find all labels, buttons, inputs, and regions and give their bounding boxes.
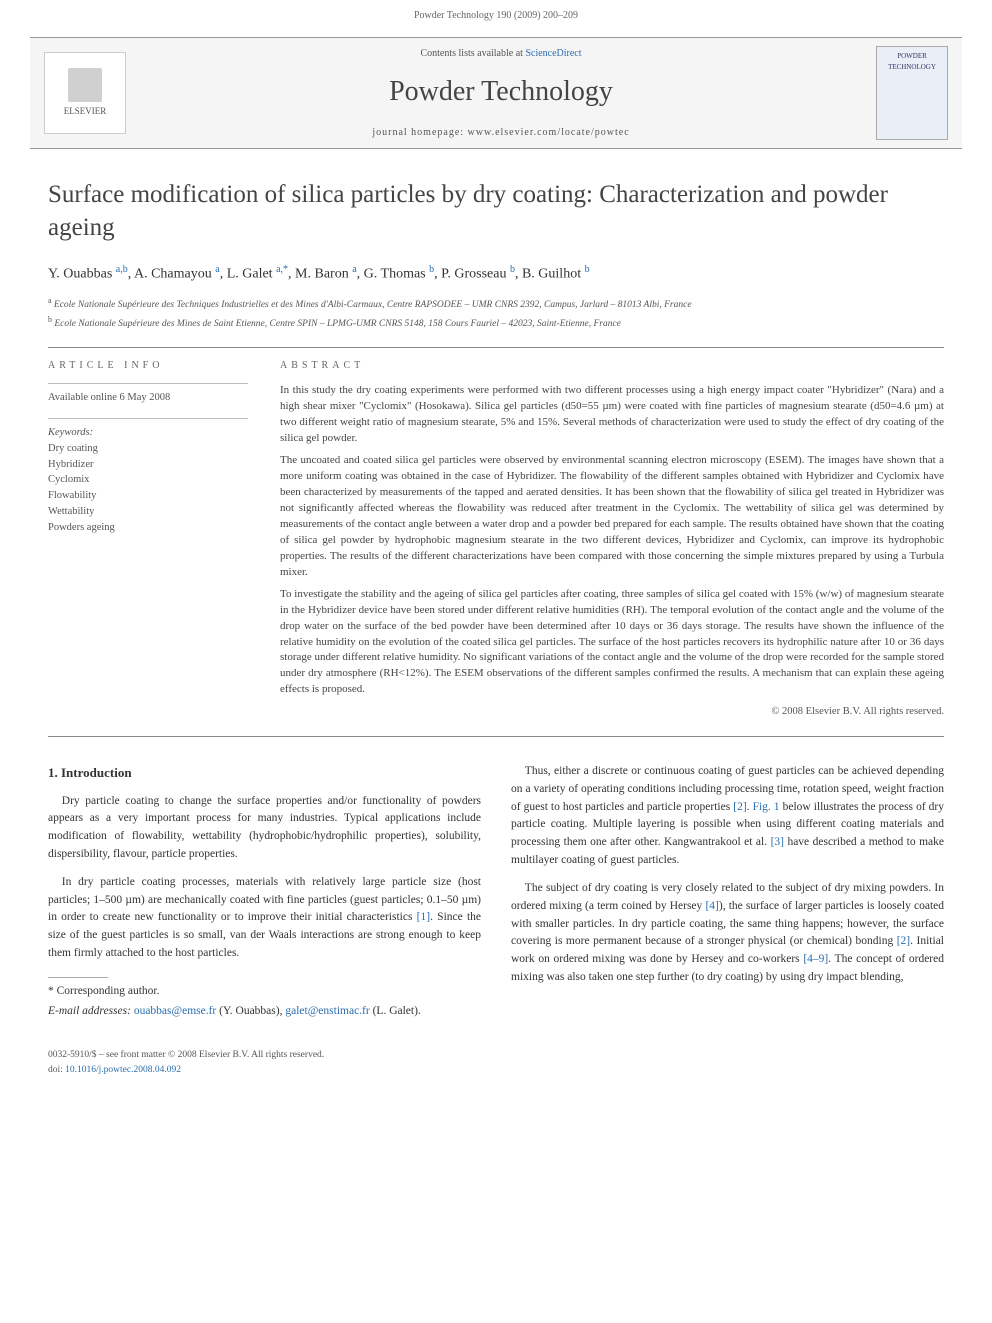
affiliation-b: b Ecole Nationale Supérieure des Mines d… (48, 314, 944, 331)
divider-bottom (48, 736, 944, 737)
article-history: Available online 6 May 2008 (48, 383, 248, 406)
article-info-label: ARTICLE INFO (48, 358, 248, 373)
body-columns: 1. Introduction Dry particle coating to … (48, 763, 944, 1022)
running-header: Powder Technology 190 (2009) 200–209 (0, 0, 992, 37)
keyword: Hybridizer (48, 457, 248, 473)
homepage-prefix: journal homepage: (372, 127, 467, 138)
corresponding-note: * Corresponding author. (48, 983, 481, 1001)
affiliations: a Ecole Nationale Supérieure des Techniq… (48, 295, 944, 332)
body-para: In dry particle coating processes, mater… (48, 874, 481, 963)
journal-cover-thumb: POWDER TECHNOLOGY (876, 46, 948, 140)
footnote-separator (48, 977, 108, 978)
abstract-label: ABSTRACT (280, 358, 944, 373)
journal-homepage: journal homepage: www.elsevier.com/locat… (126, 125, 876, 140)
section-heading: 1. Introduction (48, 763, 481, 783)
info-abstract-row: ARTICLE INFO Available online 6 May 2008… (48, 358, 944, 720)
email-link-2[interactable]: galet@enstimac.fr (285, 1005, 369, 1017)
body-para: The subject of dry coating is very close… (511, 880, 944, 987)
abstract-para: To investigate the stability and the age… (280, 587, 944, 699)
citation-text: Powder Technology 190 (2009) 200–209 (414, 10, 578, 21)
sciencedirect-link[interactable]: ScienceDirect (525, 48, 581, 59)
email-who-1: (Y. Ouabbas), (219, 1005, 285, 1017)
right-column: Thus, either a discrete or continuous co… (511, 763, 944, 1022)
page-footer: 0032-5910/$ – see front matter © 2008 El… (0, 1042, 992, 1093)
journal-title: Powder Technology (126, 71, 876, 113)
body-para: Dry particle coating to change the surfa… (48, 793, 481, 864)
email-note: E-mail addresses: ouabbas@emse.fr (Y. Ou… (48, 1003, 481, 1021)
email-who-2: (L. Galet). (373, 1005, 421, 1017)
emails-label: E-mail addresses: (48, 1005, 134, 1017)
homepage-url: www.elsevier.com/locate/powtec (468, 127, 630, 138)
body-para: Thus, either a discrete or continuous co… (511, 763, 944, 870)
article-title: Surface modification of silica particles… (48, 179, 944, 244)
issn-line: 0032-5910/$ – see front matter © 2008 El… (48, 1048, 944, 1062)
abstract-para: The uncoated and coated silica gel parti… (280, 453, 944, 581)
keyword: Cyclomix (48, 472, 248, 488)
keyword: Powders ageing (48, 520, 248, 536)
affil-b-text: Ecole Nationale Supérieure des Mines de … (54, 319, 621, 329)
journal-banner: ELSEVIER Contents lists available at Sci… (30, 37, 962, 149)
banner-center: Contents lists available at ScienceDirec… (126, 46, 876, 140)
email-link-1[interactable]: ouabbas@emse.fr (134, 1005, 216, 1017)
keywords-label: Keywords: (48, 427, 93, 438)
contents-prefix: Contents lists available at (420, 48, 525, 59)
keyword: Dry coating (48, 441, 248, 457)
left-column: 1. Introduction Dry particle coating to … (48, 763, 481, 1022)
cover-label: POWDER TECHNOLOGY (888, 52, 936, 71)
keyword: Wettability (48, 504, 248, 520)
abstract-para: In this study the dry coating experiment… (280, 383, 944, 447)
abstract-column: ABSTRACT In this study the dry coating e… (280, 358, 944, 720)
contents-line: Contents lists available at ScienceDirec… (126, 46, 876, 61)
keywords-block: Keywords: Dry coating Hybridizer Cyclomi… (48, 418, 248, 535)
publisher-name: ELSEVIER (64, 105, 107, 119)
affiliation-a: a Ecole Nationale Supérieure des Techniq… (48, 295, 944, 312)
publisher-logo: ELSEVIER (44, 52, 126, 134)
article-info-column: ARTICLE INFO Available online 6 May 2008… (48, 358, 248, 720)
doi-label: doi: (48, 1065, 63, 1075)
abstract-text: In this study the dry coating experiment… (280, 383, 944, 698)
divider-top (48, 347, 944, 348)
abstract-copyright: © 2008 Elsevier B.V. All rights reserved… (280, 704, 944, 720)
doi-line: doi: 10.1016/j.powtec.2008.04.092 (48, 1063, 944, 1077)
keyword: Flowability (48, 488, 248, 504)
affil-a-text: Ecole Nationale Supérieure des Technique… (54, 300, 692, 310)
doi-link[interactable]: 10.1016/j.powtec.2008.04.092 (65, 1065, 181, 1075)
article-body: Surface modification of silica particles… (0, 149, 992, 1042)
elsevier-tree-icon (68, 68, 102, 102)
authors-line: Y. Ouabbas a,b, A. Chamayou a, L. Galet … (48, 262, 944, 285)
